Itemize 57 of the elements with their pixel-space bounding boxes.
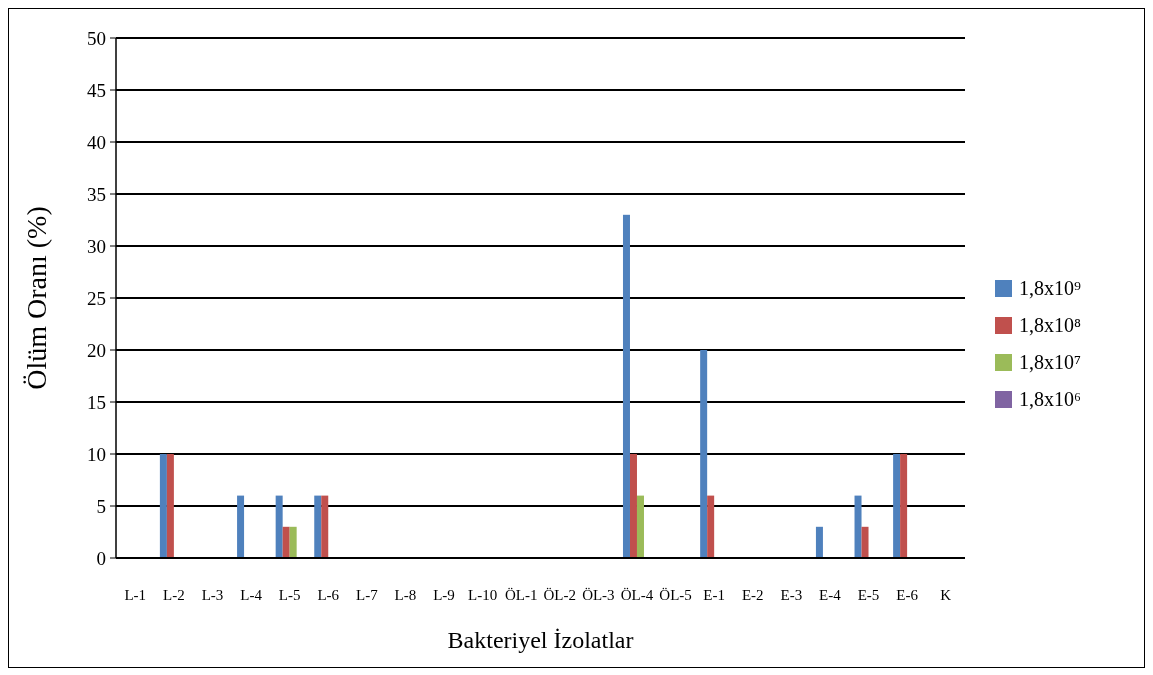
y-tick-label: 25 xyxy=(87,287,106,309)
bar xyxy=(166,454,174,558)
x-tick-label: E-6 xyxy=(896,587,919,603)
legend-label: 1,8x10⁶ xyxy=(1019,388,1081,410)
bar xyxy=(289,526,297,558)
x-tick-label: L-2 xyxy=(163,587,185,603)
x-tick-label: E-2 xyxy=(741,587,764,603)
bar xyxy=(629,454,637,558)
x-tick-label: L-1 xyxy=(124,587,147,603)
bar xyxy=(900,454,908,558)
x-tick-label: L-4 xyxy=(240,587,263,603)
bar xyxy=(700,350,708,558)
bar xyxy=(282,526,290,558)
bar xyxy=(321,495,329,558)
x-tick-label: ÖL-3 xyxy=(582,587,615,603)
bar xyxy=(854,495,862,558)
y-tick-label: 45 xyxy=(87,79,106,101)
x-tick-label: L-10 xyxy=(468,587,498,603)
x-axis-title: Bakteriyel İzolatlar xyxy=(447,627,634,653)
y-tick-label: 30 xyxy=(87,235,106,257)
bar xyxy=(314,495,322,558)
x-tick-label: L-6 xyxy=(317,587,340,603)
x-tick-label: ÖL-4 xyxy=(620,587,654,603)
y-tick-label: 10 xyxy=(87,443,106,465)
x-tick-label: K xyxy=(940,587,952,603)
x-tick-label: E-3 xyxy=(780,587,803,603)
bar xyxy=(237,495,245,558)
bar xyxy=(707,495,715,558)
bar xyxy=(159,454,167,558)
x-tick-label: L-8 xyxy=(394,587,417,603)
x-tick-label: ÖL-5 xyxy=(659,587,692,603)
y-tick-label: 50 xyxy=(87,27,106,49)
x-tick-label: E-5 xyxy=(857,587,880,603)
y-tick-label: 35 xyxy=(87,183,106,205)
x-tick-label: L-5 xyxy=(278,587,301,603)
bar xyxy=(893,454,901,558)
legend-label: 1,8x10⁷ xyxy=(1019,351,1081,373)
x-tick-label: ÖL-2 xyxy=(543,587,577,603)
y-tick-label: 5 xyxy=(96,495,106,517)
x-tick-label: L-3 xyxy=(201,587,224,603)
x-tick-label: E-1 xyxy=(703,587,725,603)
y-tick-label: 20 xyxy=(87,339,106,361)
x-tick-label: L-7 xyxy=(356,587,379,603)
legend-label: 1,8x10⁹ xyxy=(1019,277,1081,299)
legend-label: 1,8x10⁸ xyxy=(1019,314,1081,336)
bar xyxy=(275,495,283,558)
bar xyxy=(636,495,644,558)
x-tick-label: E-4 xyxy=(819,587,842,603)
x-tick-label: L-9 xyxy=(433,587,455,603)
y-axis-title: Ölüm Oranı (%) xyxy=(21,206,52,390)
y-tick-label: 40 xyxy=(87,131,106,153)
x-tick-label: ÖL-1 xyxy=(504,587,538,603)
bar xyxy=(622,214,630,558)
bar xyxy=(815,526,823,558)
bar xyxy=(861,526,869,558)
y-tick-label: 0 xyxy=(96,547,106,569)
y-tick-label: 15 xyxy=(87,391,106,413)
